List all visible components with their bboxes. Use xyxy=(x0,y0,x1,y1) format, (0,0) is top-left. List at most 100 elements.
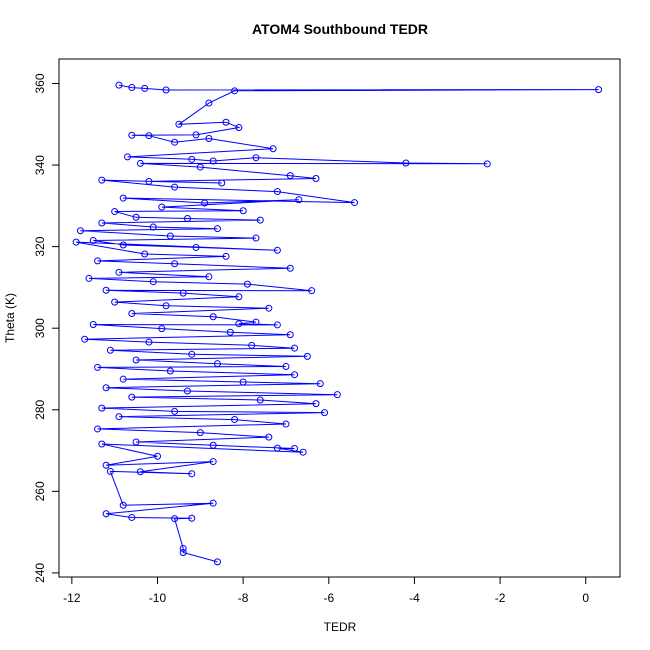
data-point xyxy=(179,544,187,552)
data-point xyxy=(115,81,123,89)
data-point xyxy=(209,499,217,507)
data-point xyxy=(136,159,144,167)
data-point xyxy=(115,413,123,421)
data-point xyxy=(321,409,329,417)
data-point xyxy=(171,183,179,191)
data-point xyxy=(239,207,247,215)
data-point xyxy=(265,304,273,312)
data-point xyxy=(111,298,119,306)
data-point xyxy=(72,238,80,246)
data-point xyxy=(183,214,191,222)
data-point xyxy=(128,513,136,521)
data-point xyxy=(213,225,221,233)
data-point xyxy=(171,260,179,268)
data-point xyxy=(141,84,149,92)
data-point xyxy=(222,252,230,260)
y-tick-label: 280 xyxy=(33,399,47,419)
data-point xyxy=(209,313,217,321)
data-point xyxy=(94,363,102,371)
data-point xyxy=(98,219,106,227)
data-point xyxy=(222,118,230,126)
data-point xyxy=(205,135,213,143)
data-point xyxy=(226,328,234,336)
data-point xyxy=(192,131,200,139)
data-point xyxy=(273,444,281,452)
data-point xyxy=(158,203,166,211)
x-tick-label: -8 xyxy=(238,591,249,605)
data-point xyxy=(111,208,119,216)
data-point xyxy=(94,425,102,433)
data-point xyxy=(106,467,114,475)
data-point xyxy=(136,468,144,476)
y-tick-label: 360 xyxy=(33,73,47,93)
data-point xyxy=(205,99,213,107)
data-point xyxy=(124,153,132,161)
data-point xyxy=(119,501,127,509)
data-point xyxy=(291,344,299,352)
data-point xyxy=(149,223,157,231)
data-point xyxy=(153,452,161,460)
data-point xyxy=(171,407,179,415)
y-tick-label: 320 xyxy=(33,236,47,256)
chart-title: ATOM4 Southbound TEDR xyxy=(252,21,428,37)
data-point xyxy=(252,318,260,326)
data-point xyxy=(171,138,179,146)
data-point xyxy=(316,380,324,388)
data-point xyxy=(248,341,256,349)
data-point xyxy=(196,429,204,437)
x-axis-label: TEDR xyxy=(324,620,357,634)
data-point xyxy=(595,86,603,94)
data-point xyxy=(209,458,217,466)
data-point xyxy=(235,124,243,132)
data-point xyxy=(128,393,136,401)
series-line xyxy=(76,84,599,563)
data-point xyxy=(213,360,221,368)
series-lines xyxy=(76,84,599,563)
data-point xyxy=(166,367,174,375)
data-point xyxy=(231,87,239,95)
data-point xyxy=(239,378,247,386)
data-point xyxy=(273,321,281,329)
x-tick-label: 0 xyxy=(582,591,589,605)
data-point xyxy=(256,396,264,404)
data-point xyxy=(205,273,213,281)
data-point xyxy=(192,243,200,251)
data-point xyxy=(243,280,251,288)
data-point xyxy=(179,289,187,297)
x-tick-label: -2 xyxy=(495,591,506,605)
data-point xyxy=(106,346,114,354)
data-point xyxy=(89,321,97,329)
data-point xyxy=(119,375,127,383)
y-tick-label: 340 xyxy=(33,155,47,175)
data-point xyxy=(94,257,102,265)
data-point xyxy=(291,445,299,453)
data-point xyxy=(98,404,106,412)
data-point xyxy=(303,352,311,360)
data-point xyxy=(295,196,303,204)
data-point xyxy=(286,331,294,339)
data-point xyxy=(145,338,153,346)
data-point xyxy=(128,131,136,139)
data-point xyxy=(119,241,127,249)
data-point xyxy=(235,293,243,301)
y-axis: 240 260 280 300 320 340 360 xyxy=(33,73,59,583)
data-point xyxy=(162,302,170,310)
data-point xyxy=(132,213,140,221)
data-point xyxy=(183,387,191,395)
data-point xyxy=(171,515,179,523)
data-point xyxy=(132,438,140,446)
data-point xyxy=(158,325,166,333)
data-point xyxy=(269,145,277,153)
data-point xyxy=(312,400,320,408)
data-point xyxy=(252,154,260,162)
x-axis: -12 -10 -8 -6 -4 -2 0 xyxy=(63,577,589,605)
data-point xyxy=(282,363,290,371)
data-point xyxy=(231,416,239,424)
series-points xyxy=(72,81,603,566)
plot-frame xyxy=(58,58,621,578)
data-point xyxy=(333,391,341,399)
data-point xyxy=(188,514,196,522)
data-point xyxy=(286,264,294,272)
data-point xyxy=(218,179,226,187)
data-point xyxy=(188,350,196,358)
